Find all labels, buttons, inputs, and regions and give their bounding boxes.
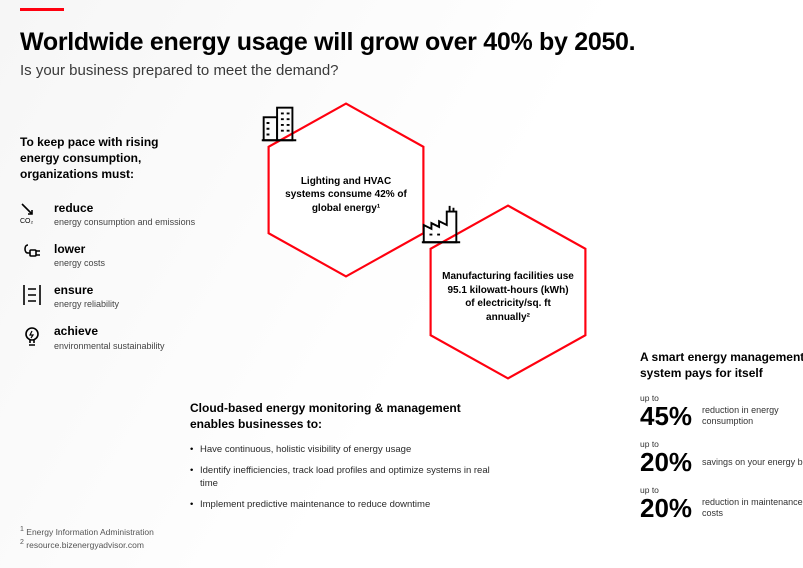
plug-icon xyxy=(20,242,44,266)
stat-row: up to 20% reduction in maintenance costs xyxy=(640,485,803,521)
footnote-text: Energy Information Administration xyxy=(26,526,154,536)
svg-text:CO₂: CO₂ xyxy=(20,218,34,225)
bulb-icon xyxy=(20,324,44,348)
footnote-text: resource.bizenergyadvisor.com xyxy=(26,540,144,550)
page-title: Worldwide energy usage will grow over 40… xyxy=(20,28,783,57)
sidebar-heading: To keep pace with rising energy consumpt… xyxy=(20,134,200,183)
stat-value: 20% xyxy=(640,449,692,475)
org-item-label: lower xyxy=(54,242,105,256)
hex-manufacturing: Manufacturing facilities use 95.1 kilowa… xyxy=(418,202,598,382)
stat-row: up to 20% savings on your energy bill xyxy=(640,439,803,475)
cloud-bullet: Implement predictive maintenance to redu… xyxy=(190,499,500,512)
page-subtitle: Is your business prepared to meet the de… xyxy=(20,62,339,79)
cloud-bullet: Have continuous, holistic visibility of … xyxy=(190,444,500,457)
cloud-heading: Cloud-based energy monitoring & manageme… xyxy=(190,400,500,432)
org-item-desc: energy reliability xyxy=(54,299,119,310)
org-item-label: achieve xyxy=(54,324,165,338)
hex-lighting-hvac: Lighting and HVAC systems consume 42% of… xyxy=(256,100,436,280)
footnotes: 1 Energy Information Administration 2 re… xyxy=(20,525,154,552)
stat-row: up to 45% reduction in energy consumptio… xyxy=(640,393,803,429)
org-item-lower: lower energy costs xyxy=(20,242,200,269)
cloud-bullet: Identify inefficiencies, track load prof… xyxy=(190,465,500,491)
org-item-desc: energy consumption and emissions xyxy=(54,217,195,228)
org-item-ensure: ensure energy reliability xyxy=(20,283,200,310)
stat-desc: savings on your energy bill xyxy=(702,457,803,468)
org-item-label: ensure xyxy=(54,283,119,297)
org-item-desc: environmental sustainability xyxy=(54,341,165,352)
right-col: A smart energy management system pays fo… xyxy=(640,350,803,531)
stat-value: 45% xyxy=(640,403,692,429)
org-item-label: reduce xyxy=(54,201,195,215)
org-item-reduce: CO₂ reduce energy consumption and emissi… xyxy=(20,201,200,228)
stat-desc: reduction in maintenance costs xyxy=(702,497,803,519)
org-item-desc: energy costs xyxy=(54,258,105,269)
cloud-block: Cloud-based energy monitoring & manageme… xyxy=(190,400,500,520)
right-heading: A smart energy management system pays fo… xyxy=(640,350,803,381)
stat-desc: reduction in energy consumption xyxy=(702,405,803,427)
sidebar: To keep pace with rising energy consumpt… xyxy=(20,134,200,365)
cloud-list: Have continuous, holistic visibility of … xyxy=(190,444,500,511)
hex-text: Manufacturing facilities use 95.1 kilowa… xyxy=(442,270,574,324)
hex-text: Lighting and HVAC systems consume 42% of… xyxy=(280,175,412,216)
accent-bar xyxy=(20,8,64,11)
signal-bars-icon xyxy=(20,283,44,307)
co2-arrow-icon: CO₂ xyxy=(20,201,44,225)
org-item-achieve: achieve environmental sustainability xyxy=(20,324,200,351)
stat-value: 20% xyxy=(640,495,692,521)
